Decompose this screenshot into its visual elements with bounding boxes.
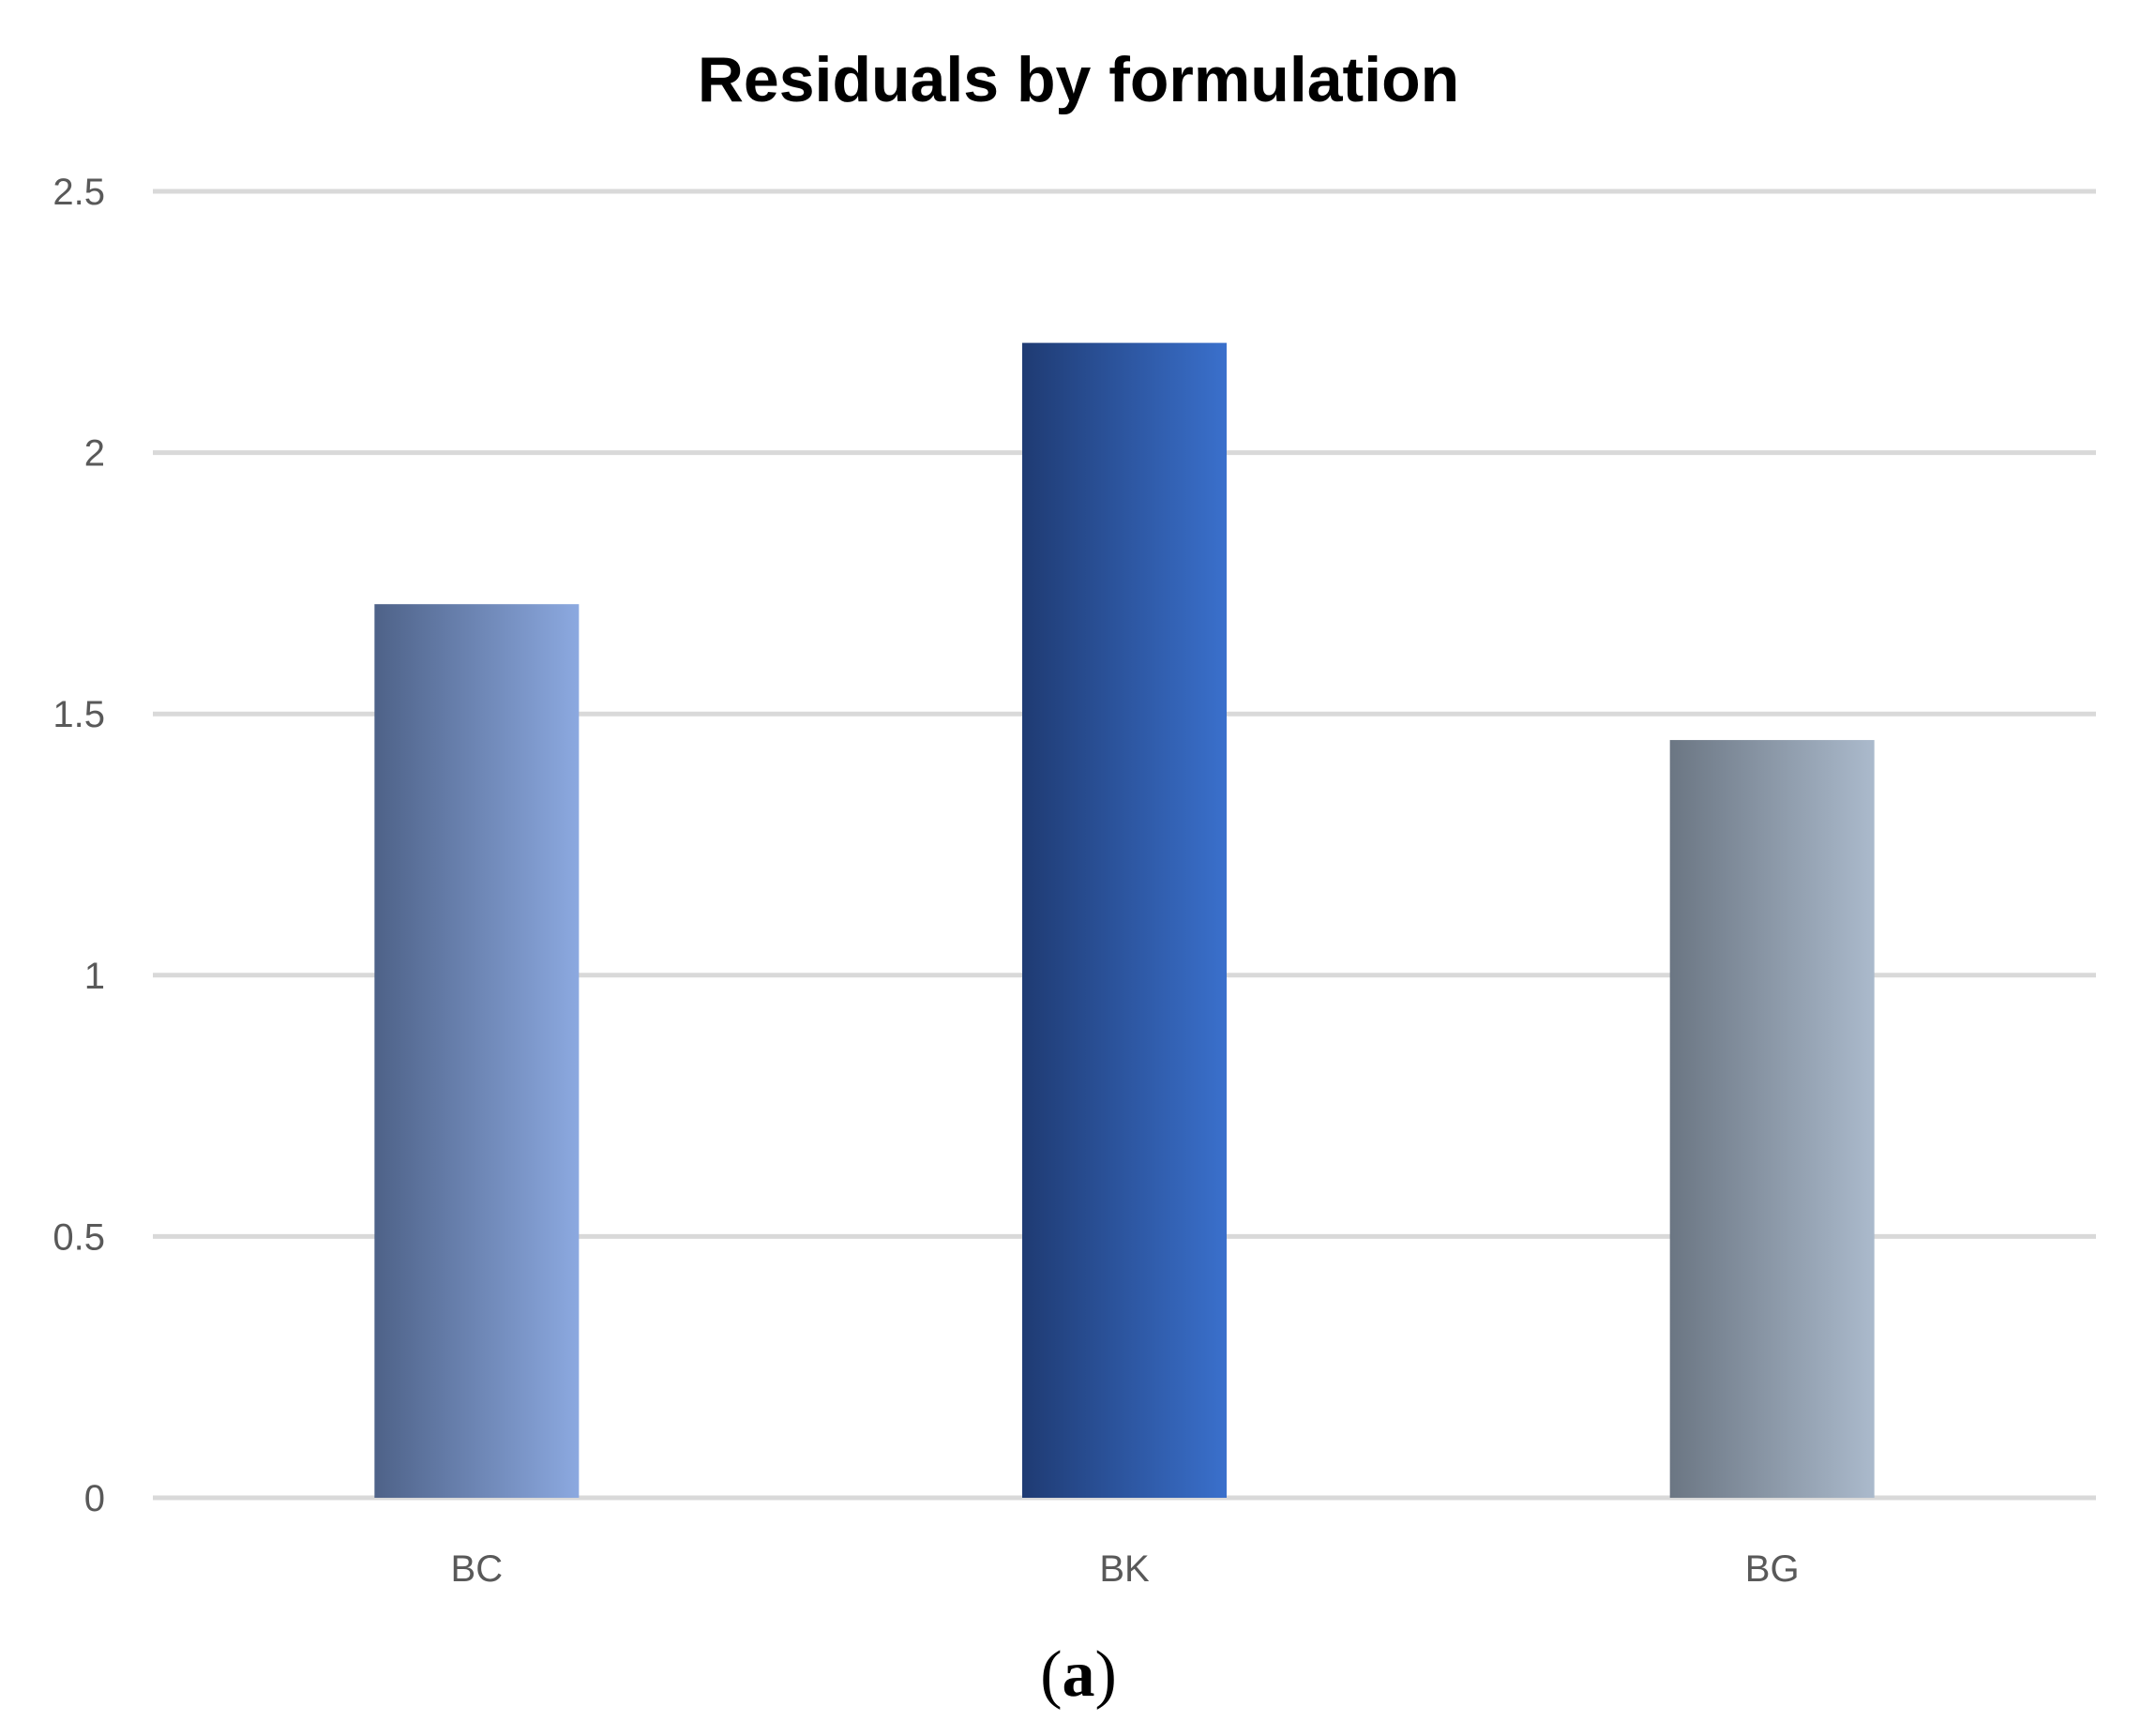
figure-caption: (a) <box>1040 1638 1117 1711</box>
y-tick-label-0: 0 <box>84 1478 105 1519</box>
chart-title: Residuals by formulation <box>698 44 1459 115</box>
x-category-label-bc: BC <box>451 1548 504 1590</box>
bar-bg <box>1669 740 1875 1498</box>
caption-open-paren: ( <box>1040 1638 1062 1711</box>
y-tick-label-4: 2 <box>84 433 105 475</box>
bars <box>374 342 1875 1498</box>
bar-bc <box>374 604 580 1498</box>
bar-bk <box>1022 342 1227 1498</box>
y-axis-tick-labels: 0 0.5 1 1.5 2 2.5 <box>53 172 105 1519</box>
y-tick-label-1: 0.5 <box>53 1216 105 1258</box>
y-tick-label-2: 1 <box>84 956 105 997</box>
caption-close-paren: ) <box>1095 1638 1117 1711</box>
y-tick-label-3: 1.5 <box>53 694 105 735</box>
x-axis-category-labels: BC BK BG <box>451 1548 1800 1590</box>
y-tick-label-5: 2.5 <box>53 172 105 213</box>
x-category-label-bg: BG <box>1745 1548 1800 1590</box>
x-category-label-bk: BK <box>1099 1548 1150 1590</box>
caption-letter: a <box>1063 1638 1095 1711</box>
